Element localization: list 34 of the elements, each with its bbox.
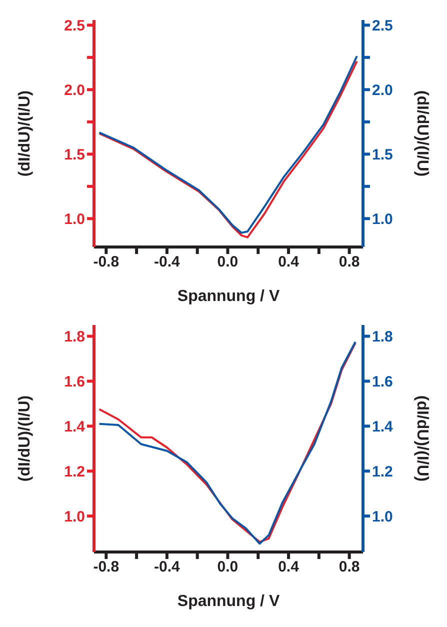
- x-axis-title: Spannung / V: [177, 593, 280, 610]
- y2-tick-label: 2.5: [372, 17, 393, 34]
- y2-tick-label: 1.0: [372, 508, 393, 526]
- x-tick-label: 0.4: [278, 254, 300, 271]
- x-axis-title: Spannung / V: [177, 288, 280, 305]
- y-tick-label: 1.6: [64, 374, 85, 391]
- y-axis-title: (dI/dU)/(I/U): [16, 395, 34, 482]
- y2-tick-label: 2.0: [372, 82, 393, 99]
- y2-tick-label: 1.4: [372, 418, 394, 436]
- y-tick-label: 1.0: [64, 508, 85, 526]
- x-tick-label: -0.8: [93, 254, 120, 271]
- x-tick-label: -0.8: [93, 558, 120, 576]
- y2-tick-label: 1.5: [372, 146, 393, 164]
- x-tick-label: 0.0: [217, 254, 238, 271]
- x-tick-label: -0.4: [154, 558, 181, 576]
- x-tick-label: 0.8: [338, 254, 360, 271]
- y-tick-label: 1.8: [64, 328, 85, 346]
- y-tick-label: 1.4: [64, 418, 86, 436]
- y2-tick-label: 1.8: [372, 328, 393, 346]
- y2-tick-label: 1.6: [372, 374, 393, 391]
- y2-tick-label: 1.0: [372, 210, 393, 228]
- y-tick-label: 1.0: [64, 210, 85, 228]
- y-tick-label: 2.0: [64, 82, 85, 99]
- y-axis-title: (dI/dU)/(I/U): [16, 90, 34, 177]
- y-tick-label: 1.2: [64, 463, 85, 480]
- x-tick-label: -0.4: [154, 254, 181, 271]
- y2-axis-title: (dI/dU)/(I/U): [413, 395, 430, 482]
- y-tick-label: 1.5: [64, 146, 85, 164]
- x-tick-label: 0.0: [217, 558, 238, 576]
- x-tick-label: 0.8: [338, 558, 360, 576]
- y2-axis-title: (dI/dU)/(I/U): [413, 90, 430, 177]
- y-tick-label: 2.5: [64, 17, 85, 34]
- y2-tick-label: 1.2: [372, 463, 393, 480]
- x-tick-label: 0.4: [278, 558, 300, 576]
